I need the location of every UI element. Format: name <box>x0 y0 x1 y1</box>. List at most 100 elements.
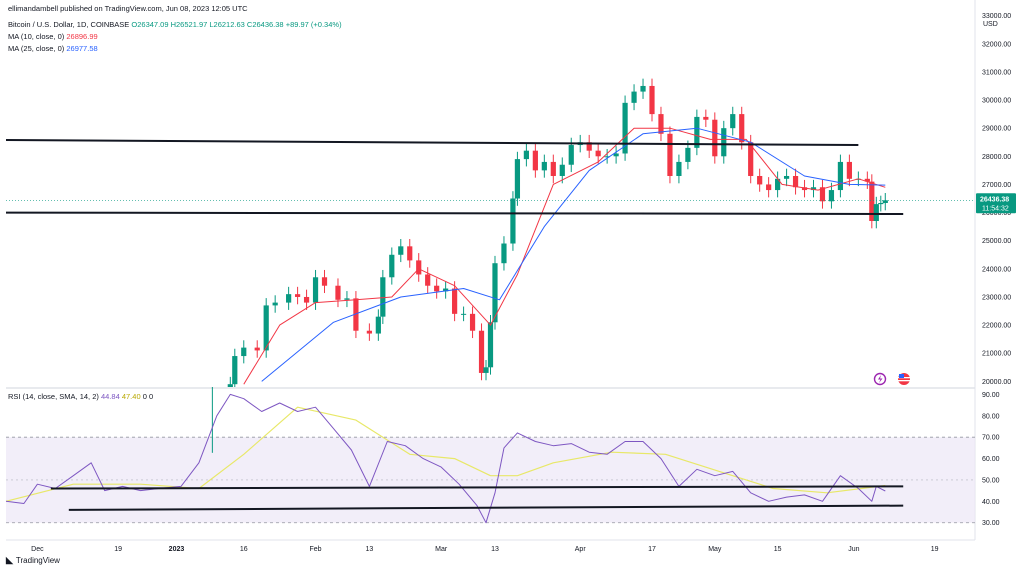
candle <box>492 255 498 330</box>
candle-body <box>272 302 278 306</box>
candle <box>792 168 799 195</box>
candle-body <box>882 200 888 204</box>
candle <box>232 348 238 387</box>
rsi-tick-label: 40.00 <box>982 499 1000 506</box>
candle-body <box>254 347 260 351</box>
candle-body <box>550 161 556 176</box>
candle <box>622 95 628 161</box>
candle-body <box>460 313 467 315</box>
candle-body <box>757 175 763 185</box>
candle <box>389 247 395 285</box>
tradingview-logo[interactable]: ◣ TradingView <box>6 555 60 566</box>
candle-body <box>353 298 359 331</box>
price-tick-label: 29000.00 <box>982 126 1011 133</box>
candle <box>828 182 835 209</box>
candle-body <box>434 285 440 292</box>
candle-body <box>487 322 494 368</box>
candle <box>407 239 413 268</box>
candle <box>312 269 319 310</box>
price-tick-label: 26000.00 <box>982 210 1011 217</box>
current-price-bg <box>976 193 1016 214</box>
candle-body <box>416 260 422 275</box>
candle <box>272 295 278 313</box>
candle-body <box>523 150 529 160</box>
candle-body <box>649 85 655 115</box>
symbol-title[interactable]: Bitcoin / U.S. Dollar, 1D, COINBASE <box>8 20 130 29</box>
ma25-line <box>261 127 886 382</box>
price-tick-label: 32000.00 <box>982 41 1011 48</box>
candle <box>721 120 727 164</box>
candle-body <box>622 102 628 154</box>
candle-body <box>532 150 538 171</box>
candle-body <box>514 159 521 199</box>
candle-body <box>685 147 691 162</box>
candle <box>658 106 664 142</box>
candle <box>366 323 372 341</box>
candle-body <box>380 277 386 317</box>
candle <box>837 154 844 198</box>
candle-body <box>658 114 664 134</box>
current-price-value: 26436.38 <box>980 196 1009 203</box>
candle <box>712 112 718 164</box>
candle-body <box>241 347 247 357</box>
candle <box>873 196 879 229</box>
price-tick-label: 20000.00 <box>982 379 1011 386</box>
candle-body <box>443 288 449 292</box>
time-tick-label: 13 <box>365 546 373 553</box>
candle <box>487 314 494 375</box>
candle-body <box>748 142 754 176</box>
candle-body <box>604 156 610 158</box>
candle-body <box>667 133 673 176</box>
time-tick-label: 13 <box>491 546 499 553</box>
rsi-tick-label: 70.00 <box>982 435 1000 442</box>
rsi-tick-label: 60.00 <box>982 456 1000 463</box>
candle <box>559 157 565 184</box>
price-trendline <box>5 211 904 215</box>
ma10-line <box>243 127 886 385</box>
candle-body <box>335 285 341 300</box>
candle <box>514 151 521 206</box>
candle-body <box>389 254 395 278</box>
time-tick-label: Dec <box>31 546 44 553</box>
ma10-legend[interactable]: MA (10, close, 0) 26896.99 <box>8 32 98 41</box>
candle-body <box>837 161 844 191</box>
candle <box>613 146 619 164</box>
price-tick-label: 33000.00 <box>982 13 1011 20</box>
candle <box>416 253 422 282</box>
rsi-tick-label: 80.00 <box>982 413 1000 420</box>
tradingview-logo-icon: ◣ <box>6 555 13 565</box>
candle <box>321 269 328 294</box>
candle-body <box>864 178 870 182</box>
candle-body <box>303 296 310 303</box>
price-tick-label: 24000.00 <box>982 266 1011 273</box>
candle <box>748 134 754 184</box>
lightning-icon <box>873 372 887 386</box>
ma25-legend[interactable]: MA (25, close, 0) 26977.58 <box>8 44 98 53</box>
candle <box>532 143 538 178</box>
rsi-ma-value: 47.40 <box>121 392 141 401</box>
candle-body <box>568 145 574 165</box>
rsi-tick-label: 30.00 <box>982 520 1000 527</box>
candle <box>425 267 431 294</box>
candle <box>380 269 386 324</box>
candle <box>335 278 341 308</box>
candle-body <box>869 181 875 222</box>
time-tick-label: 19 <box>114 546 122 553</box>
candle-body <box>766 184 772 191</box>
candle-body <box>366 330 372 334</box>
time-tick-label: Jun <box>848 546 859 553</box>
candle <box>434 278 440 299</box>
publisher-text: ellimandambell published on TradingView.… <box>8 4 248 13</box>
candle <box>501 236 507 271</box>
candle <box>443 281 449 299</box>
candle <box>254 340 260 358</box>
candle <box>460 306 467 322</box>
candle-body <box>559 164 565 176</box>
candle <box>541 154 547 178</box>
candle <box>375 309 381 341</box>
price-tick-label: 27000.00 <box>982 182 1011 189</box>
ma25-label: MA (25, close, 0) <box>8 44 65 53</box>
lightning-icon-bolt <box>878 375 883 383</box>
price-tick-label: 21000.00 <box>982 351 1011 358</box>
rsi-legend[interactable]: RSI (14, close, SMA, 14, 2) 44.84 47.40 … <box>8 392 153 401</box>
